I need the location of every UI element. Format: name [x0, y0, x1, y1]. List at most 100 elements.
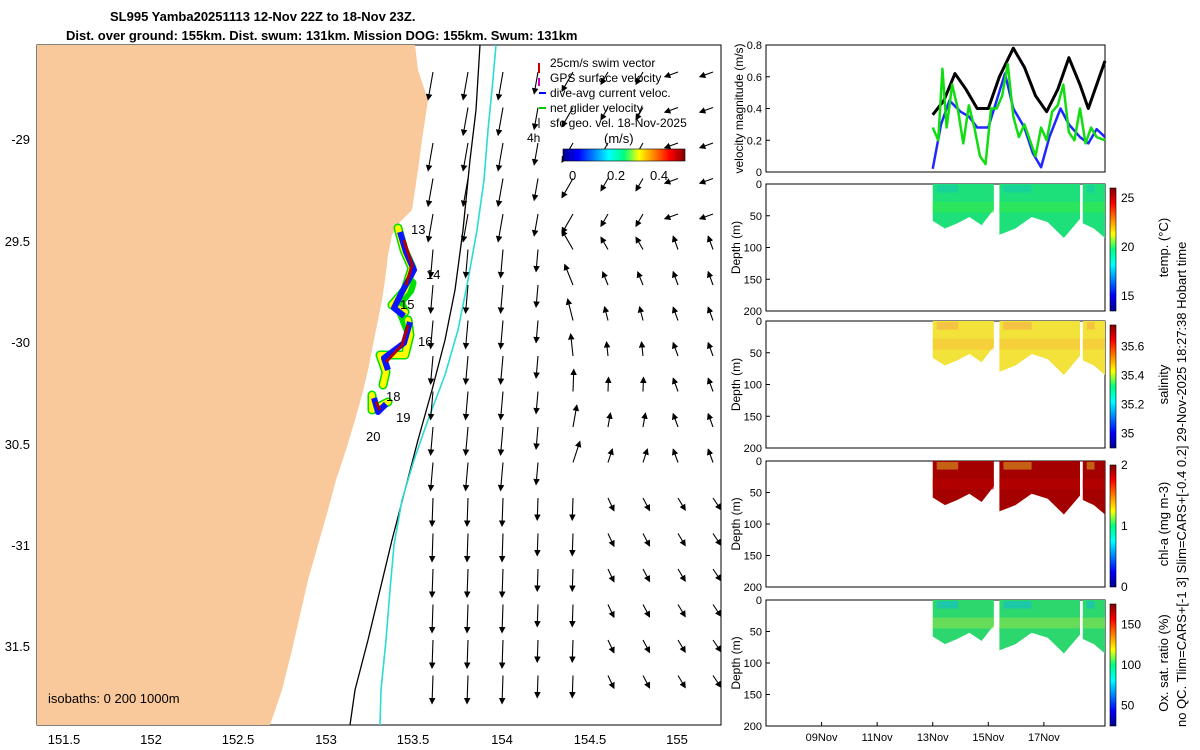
depth-tick-label: 50 — [750, 348, 762, 360]
section-surface-layer — [1003, 601, 1032, 609]
land-area — [37, 45, 428, 725]
y-tick-label: 0 — [756, 167, 762, 179]
current-arrow — [642, 639, 651, 654]
current-arrow — [642, 568, 651, 583]
current-arrow — [567, 333, 575, 357]
current-arrow — [533, 320, 540, 344]
current-arrow — [603, 340, 611, 357]
colorbar-label: chl-a (mg m-3) — [1156, 482, 1171, 567]
legend-swim-vector: 25cm/s swim vector — [550, 56, 655, 70]
depth-ylabel: Depth (m) — [729, 636, 743, 689]
current-arrow — [698, 213, 714, 221]
current-arrow — [463, 497, 471, 528]
day-label: 13 — [411, 222, 425, 237]
current-arrow — [663, 71, 679, 79]
isobath-1000m — [379, 45, 497, 725]
lat-tick: 29.5 — [5, 234, 30, 249]
colorbar-label: salinity — [1156, 364, 1171, 404]
depth-tick-label: 50 — [750, 627, 762, 639]
section-fill — [932, 184, 994, 229]
colorbar-tick: 0.4 — [650, 168, 668, 183]
depth-tick-label: 100 — [744, 519, 762, 531]
section-surface-layer — [1003, 185, 1032, 193]
colorbar-tick-label: 35.4 — [1121, 369, 1145, 383]
section-fill — [1082, 461, 1105, 515]
colorbar-tick-label: 100 — [1121, 658, 1141, 672]
current-arrow — [495, 142, 504, 172]
current-arrow — [427, 426, 435, 456]
glider-track — [367, 223, 417, 415]
depth-tick-label: 150 — [744, 690, 762, 702]
current-arrow — [712, 497, 721, 511]
current-arrow — [497, 355, 505, 385]
current-arrow — [607, 675, 615, 690]
y-tick-label: 0.2 — [747, 135, 762, 147]
current-arrow — [642, 448, 649, 463]
current-arrow — [698, 142, 714, 150]
current-arrow — [642, 533, 651, 547]
series-line — [931, 46, 1107, 116]
current-arrow — [460, 142, 469, 172]
current-arrow — [677, 497, 686, 511]
current-arrow — [463, 639, 471, 670]
day-label: 16 — [418, 334, 432, 349]
time-tick-label: 09Nov — [806, 732, 838, 744]
current-arrow — [428, 675, 436, 705]
section-band — [932, 478, 994, 490]
section-fill — [1082, 321, 1105, 375]
colorbar-label: Ox. sat. ratio (%) — [1156, 614, 1171, 712]
section-band — [1082, 617, 1105, 629]
current-arrow — [671, 235, 679, 250]
current-arrow — [498, 533, 506, 563]
current-arrow — [534, 497, 541, 522]
current-arrow — [427, 462, 435, 492]
section-axes-frame — [765, 183, 1106, 312]
depth-tick-label: 0 — [756, 179, 762, 191]
current-arrow — [601, 270, 609, 286]
section-band — [999, 478, 1080, 490]
legend-net-glider-velocity: net glider velocity — [550, 101, 643, 115]
current-arrow — [600, 178, 609, 192]
day-label: 20 — [366, 429, 380, 444]
current-arrow — [569, 497, 576, 522]
current-arrow — [642, 604, 651, 618]
current-arrow — [698, 106, 714, 114]
depth-tick-label: 200 — [744, 582, 762, 594]
current-arrow — [534, 568, 541, 593]
current-arrow — [428, 604, 436, 634]
section-surface-layer — [1003, 462, 1032, 470]
section-band — [932, 338, 994, 350]
depth-tick-label: 200 — [744, 443, 762, 455]
current-arrow — [569, 604, 576, 628]
section-surface-layer — [1003, 322, 1032, 330]
velocity-axes-frame — [765, 44, 1106, 173]
current-arrow — [427, 320, 435, 350]
current-arrow — [427, 355, 435, 385]
current-arrow — [642, 675, 651, 689]
current-arrow — [425, 178, 434, 208]
current-arrow — [569, 568, 576, 593]
colorbar-label: temp. (°C) — [1156, 218, 1171, 277]
colorbar-tick-label: 150 — [1121, 617, 1141, 631]
section-axes-frame — [765, 320, 1106, 449]
speed-colorbar — [562, 148, 686, 162]
colorbar-tick-label: 35 — [1121, 427, 1135, 441]
current-arrow — [561, 71, 574, 93]
current-arrow — [607, 448, 614, 463]
current-arrow — [671, 412, 679, 428]
current-arrow — [427, 284, 435, 314]
colorbar-tick-label: 2 — [1121, 458, 1128, 472]
time-tick-label: 13Nov — [917, 732, 949, 744]
section-fill — [1082, 184, 1105, 238]
day-label: 15 — [400, 297, 414, 312]
current-arrow — [561, 178, 574, 199]
current-arrow — [671, 341, 679, 357]
depth-tick-label: 150 — [744, 411, 762, 423]
time-scale-label: 4h — [527, 131, 540, 145]
current-arrow — [463, 533, 471, 563]
current-arrow — [663, 177, 679, 185]
lon-tick: 153.5 — [397, 732, 430, 747]
colorbar-tick-label: 35.2 — [1121, 398, 1145, 412]
current-arrow — [460, 107, 469, 137]
current-arrow — [677, 604, 686, 618]
